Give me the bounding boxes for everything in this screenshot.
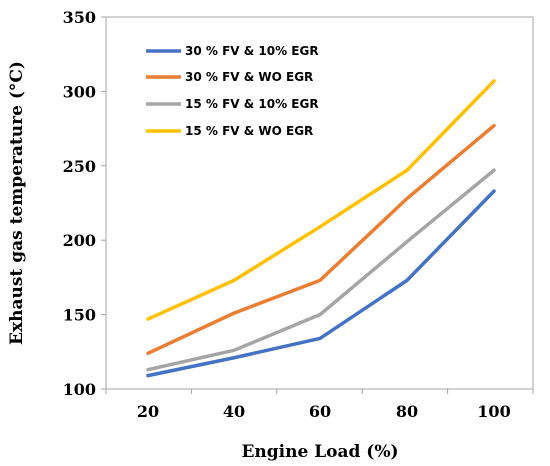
x-axis-ticks: 20 40 60 80 100 [105,389,534,421]
x-tick-label: 80 [396,402,418,421]
x-tick-label: 60 [309,402,331,421]
y-axis-title: Exhaust gas temperature (°C) [7,61,27,345]
x-tick-label: 40 [223,402,245,421]
y-tick-label: 350 [63,8,96,27]
y-tick-label: 150 [63,306,96,325]
series-line-1 [146,189,496,378]
legend-label: 15 % FV & WO EGR [185,124,313,138]
x-tick-label: 100 [477,402,510,421]
y-tick-label: 200 [63,231,96,250]
y-tick-label: 300 [63,82,96,101]
series-line-4 [146,79,496,321]
x-axis-title: Engine Load (%) [241,442,398,462]
legend: 30 % FV & 10% EGR 30 % FV & WO EGR 15 % FV… [146,44,319,138]
plot-frame [105,16,534,390]
legend-label: 30 % FV & WO EGR [185,70,313,84]
series-line-3 [146,168,496,372]
series-line-2 [146,123,496,356]
series-layer [146,79,496,378]
legend-label: 15 % FV & 10% EGR [185,97,319,111]
legend-label: 30 % FV & 10% EGR [185,44,319,58]
y-axis-ticks: 100 150 200 250 300 350 [63,8,106,399]
x-tick-label: 20 [137,402,159,421]
y-tick-label: 250 [63,157,96,176]
y-tick-label: 100 [63,380,96,399]
